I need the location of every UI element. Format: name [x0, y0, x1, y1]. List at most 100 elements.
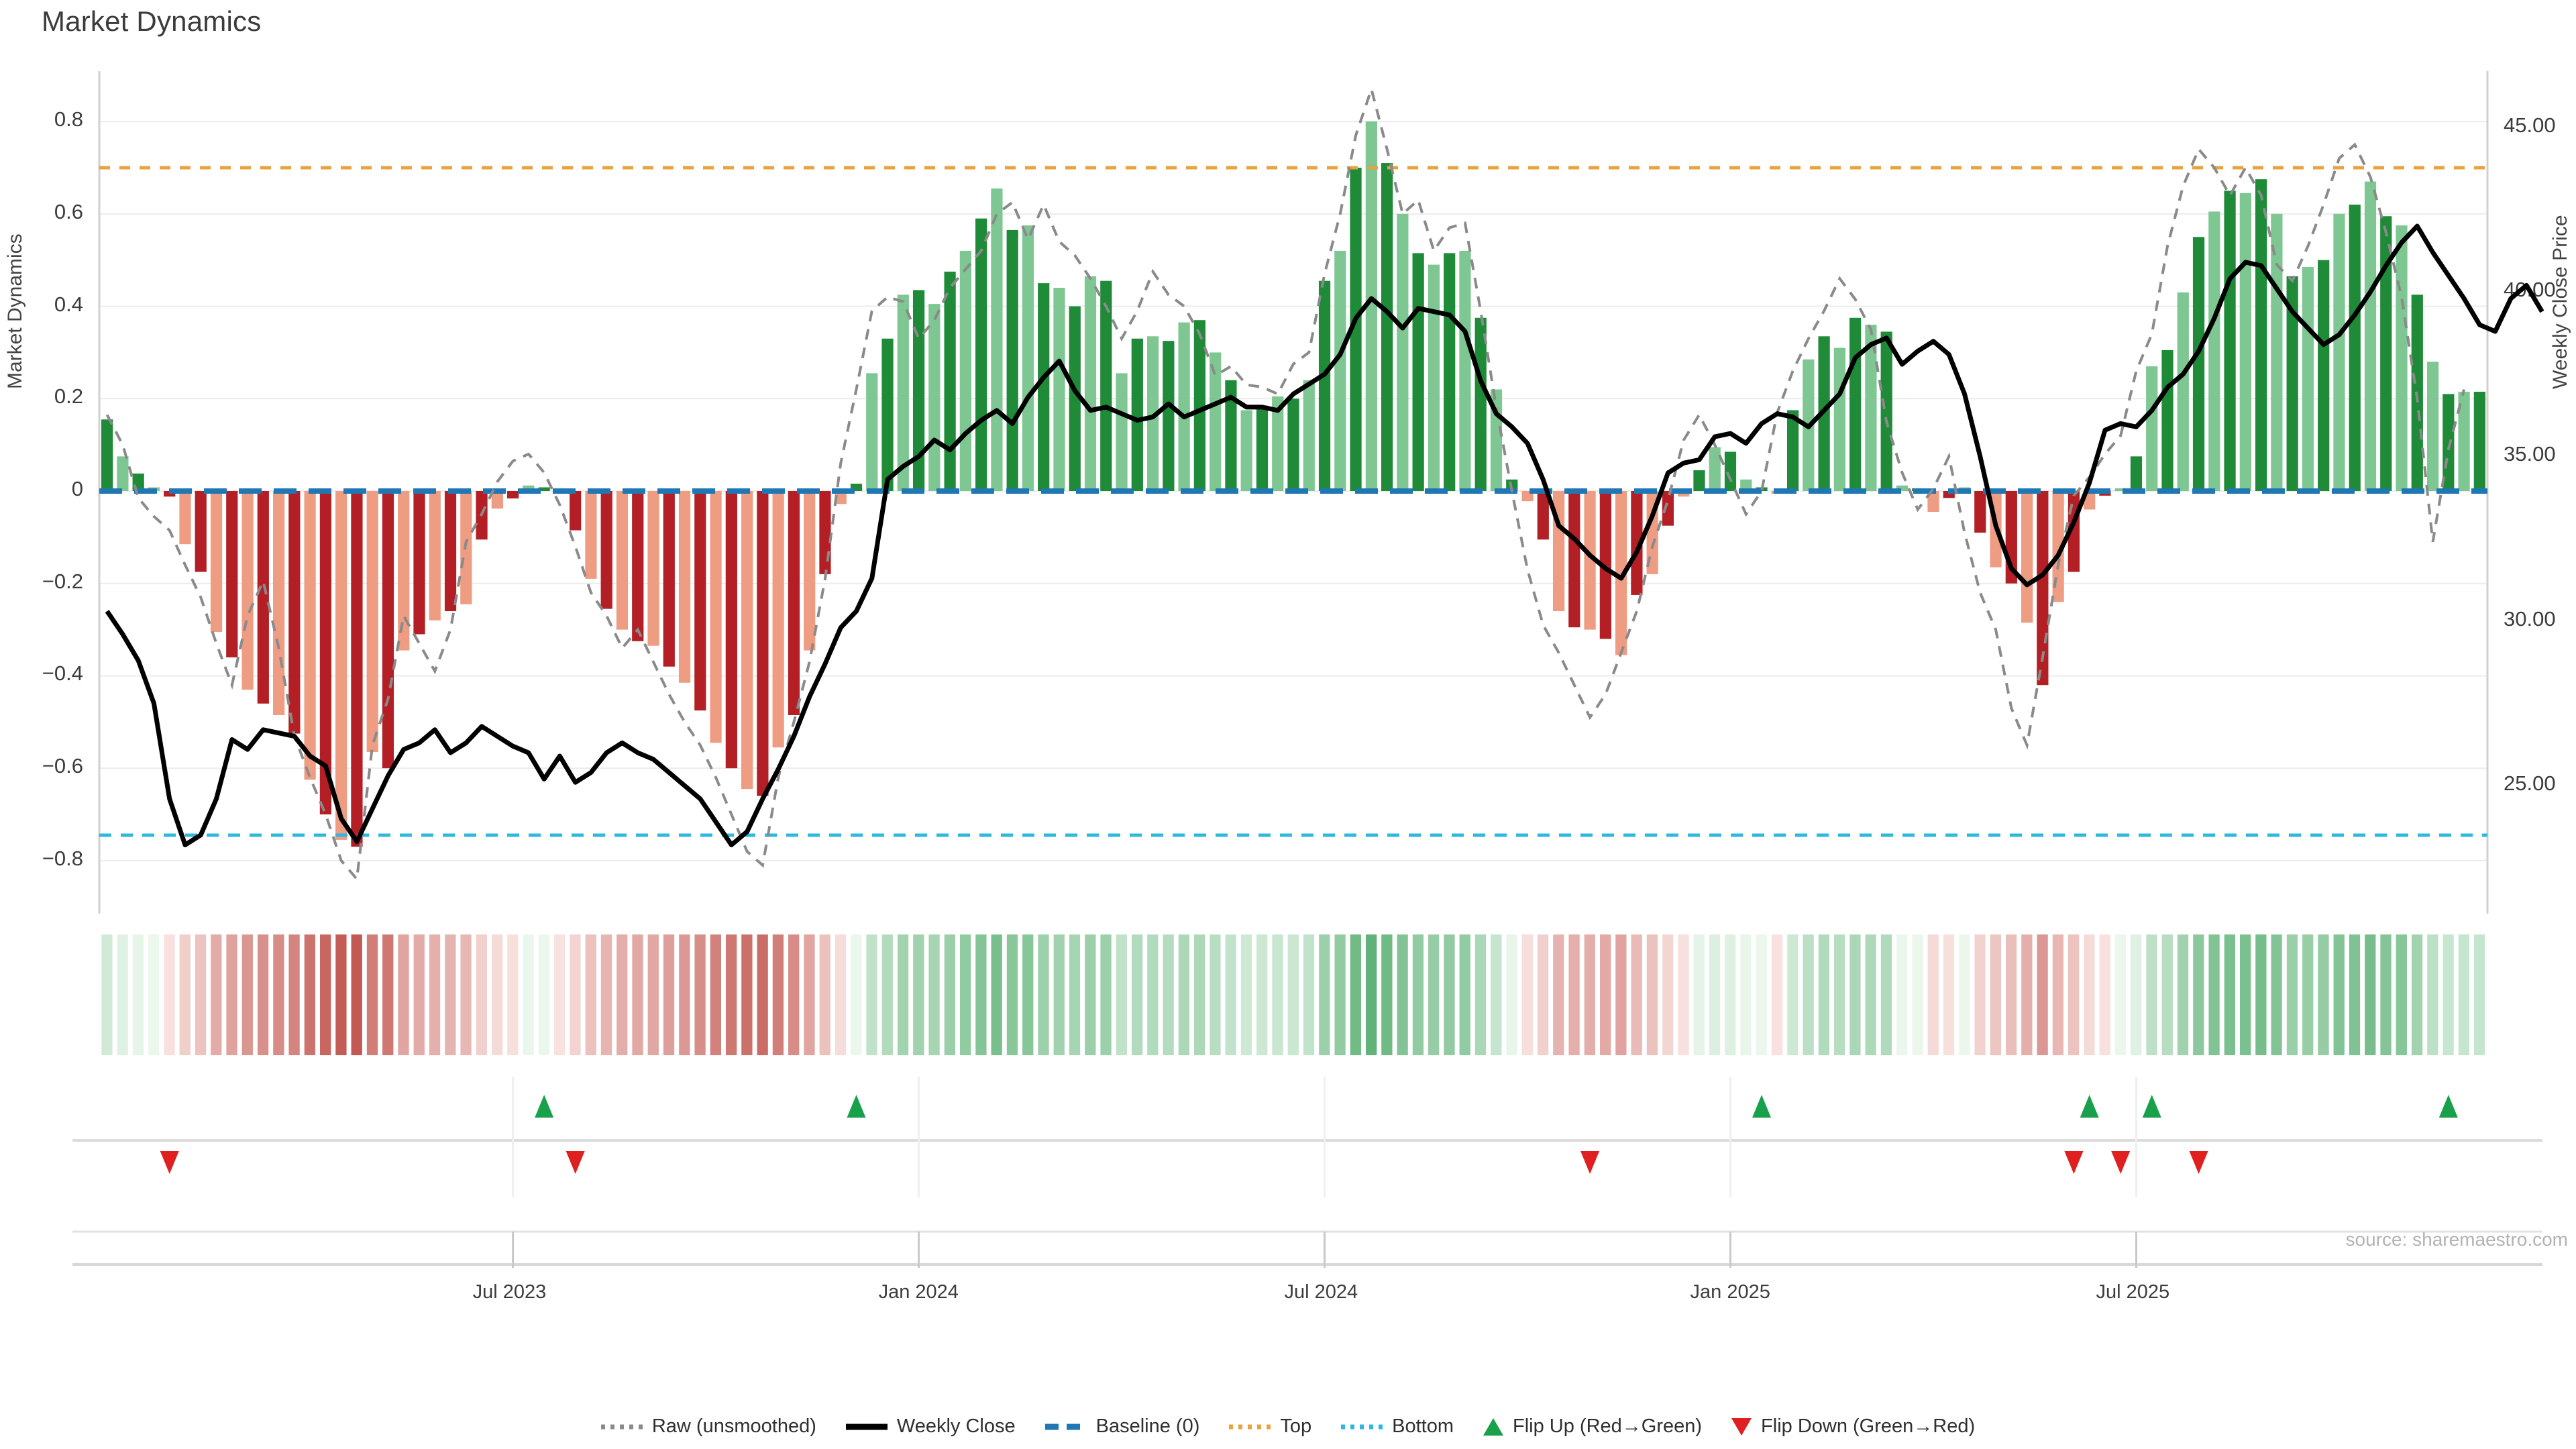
flip-up-marker[interactable]	[847, 1095, 866, 1118]
bar	[1256, 405, 1269, 491]
strip-cell	[632, 934, 643, 1055]
bar	[2161, 350, 2174, 491]
flip-down-marker[interactable]	[2111, 1151, 2131, 1174]
bar	[366, 491, 378, 753]
y-axis-left-tick-label: 0.6	[54, 199, 83, 223]
y-axis-left-tick-label: −0.6	[42, 754, 83, 778]
bar	[1022, 225, 1034, 491]
strip-cell	[2193, 934, 2204, 1055]
bar	[663, 491, 675, 667]
legend-item[interactable]: Raw (unsmoothed)	[600, 1415, 816, 1438]
bar	[1474, 317, 1487, 491]
strip-cell	[679, 934, 690, 1055]
legend-item[interactable]: Top	[1229, 1415, 1311, 1438]
bar	[1865, 325, 1877, 491]
strip-cell	[1709, 934, 1721, 1055]
bar	[1350, 167, 1362, 492]
legend-item[interactable]: Flip Down (Green→Red)	[1731, 1415, 1975, 1438]
y-axis-left-tick-label: −0.8	[42, 846, 83, 870]
flip-down-marker[interactable]	[2064, 1151, 2084, 1174]
strip-cell	[1740, 934, 1752, 1055]
bar	[1131, 338, 1143, 491]
strip-cell	[1990, 934, 2001, 1055]
bar	[2458, 391, 2470, 491]
bar	[1084, 276, 1097, 491]
bar	[1974, 491, 1986, 533]
bar	[2271, 213, 2283, 491]
weekly-close-line	[105, 223, 2544, 847]
strip-cell	[647, 934, 659, 1055]
strip-cell	[1631, 934, 1642, 1055]
strip-cell	[913, 934, 924, 1055]
legend-item[interactable]: Bottom	[1341, 1415, 1454, 1438]
legend-item[interactable]: Flip Up (Red→Green)	[1483, 1415, 1702, 1438]
bar	[1459, 250, 1471, 491]
bar	[772, 491, 784, 748]
bar	[1724, 451, 1737, 491]
bar	[1178, 322, 1190, 491]
strip-cell	[616, 934, 628, 1055]
dashed-line-swatch	[1044, 1418, 1087, 1436]
bar	[1709, 447, 1721, 491]
flip-up-marker[interactable]	[2142, 1095, 2161, 1118]
bar	[195, 491, 207, 572]
strip-cell	[1116, 934, 1127, 1055]
bar	[257, 491, 269, 704]
bar	[1318, 280, 1331, 491]
bar	[959, 250, 971, 491]
flip-down-marker[interactable]	[2189, 1151, 2208, 1174]
dotted-line-swatch	[600, 1418, 643, 1436]
bar	[616, 491, 629, 630]
bar	[1537, 491, 1549, 540]
strip-cell	[725, 934, 737, 1055]
bar	[2239, 193, 2251, 491]
flip-down-marker[interactable]	[566, 1151, 585, 1174]
strip-cell	[1912, 934, 1923, 1055]
strip-cell	[2349, 934, 2361, 1055]
strip-cell	[1803, 934, 1814, 1055]
bar	[694, 491, 706, 711]
strip-cell	[1491, 934, 1502, 1055]
strip-cell	[2427, 934, 2438, 1055]
strip-cell	[476, 934, 487, 1055]
bar	[991, 188, 1003, 491]
strip-cell	[2443, 934, 2454, 1055]
strip-cell	[1210, 934, 1221, 1055]
bar	[835, 491, 847, 504]
bar	[632, 491, 644, 641]
strip-cell	[1725, 934, 1736, 1055]
legend-item[interactable]: Weekly Close	[845, 1415, 1016, 1438]
bar	[444, 491, 457, 612]
strip-cell	[1943, 934, 1955, 1055]
flip-down-marker[interactable]	[1580, 1151, 1600, 1174]
bar	[2349, 205, 2361, 491]
bar	[1678, 491, 1690, 497]
solid-line-swatch	[845, 1418, 888, 1436]
strip-cell	[835, 934, 847, 1055]
strip-cell	[1303, 934, 1315, 1055]
strip-cell	[1131, 934, 1143, 1055]
flip-up-marker[interactable]	[2080, 1095, 2099, 1118]
strip-cell	[2396, 934, 2407, 1055]
strip-cell	[366, 934, 378, 1055]
legend-item-label: Bottom	[1392, 1415, 1454, 1437]
bar	[1287, 398, 1299, 491]
legend-item[interactable]: Baseline (0)	[1044, 1415, 1199, 1438]
strip-cell	[991, 934, 1002, 1055]
flip-up-marker[interactable]	[2438, 1095, 2458, 1118]
strip-cell	[2224, 934, 2235, 1055]
strip-cell	[2286, 934, 2298, 1055]
bar	[226, 491, 238, 657]
legend-item-label: Raw (unsmoothed)	[651, 1415, 816, 1437]
flip-up-marker[interactable]	[535, 1095, 554, 1118]
flip-down-marker[interactable]	[160, 1151, 179, 1174]
strip-cell	[1584, 934, 1596, 1055]
bar	[2177, 292, 2189, 491]
bar	[2380, 216, 2392, 491]
bar	[2302, 267, 2314, 491]
strip-cell	[1927, 934, 1939, 1055]
bar	[1146, 336, 1159, 491]
flip-up-marker[interactable]	[1752, 1095, 1772, 1118]
strip-cell	[585, 934, 596, 1055]
